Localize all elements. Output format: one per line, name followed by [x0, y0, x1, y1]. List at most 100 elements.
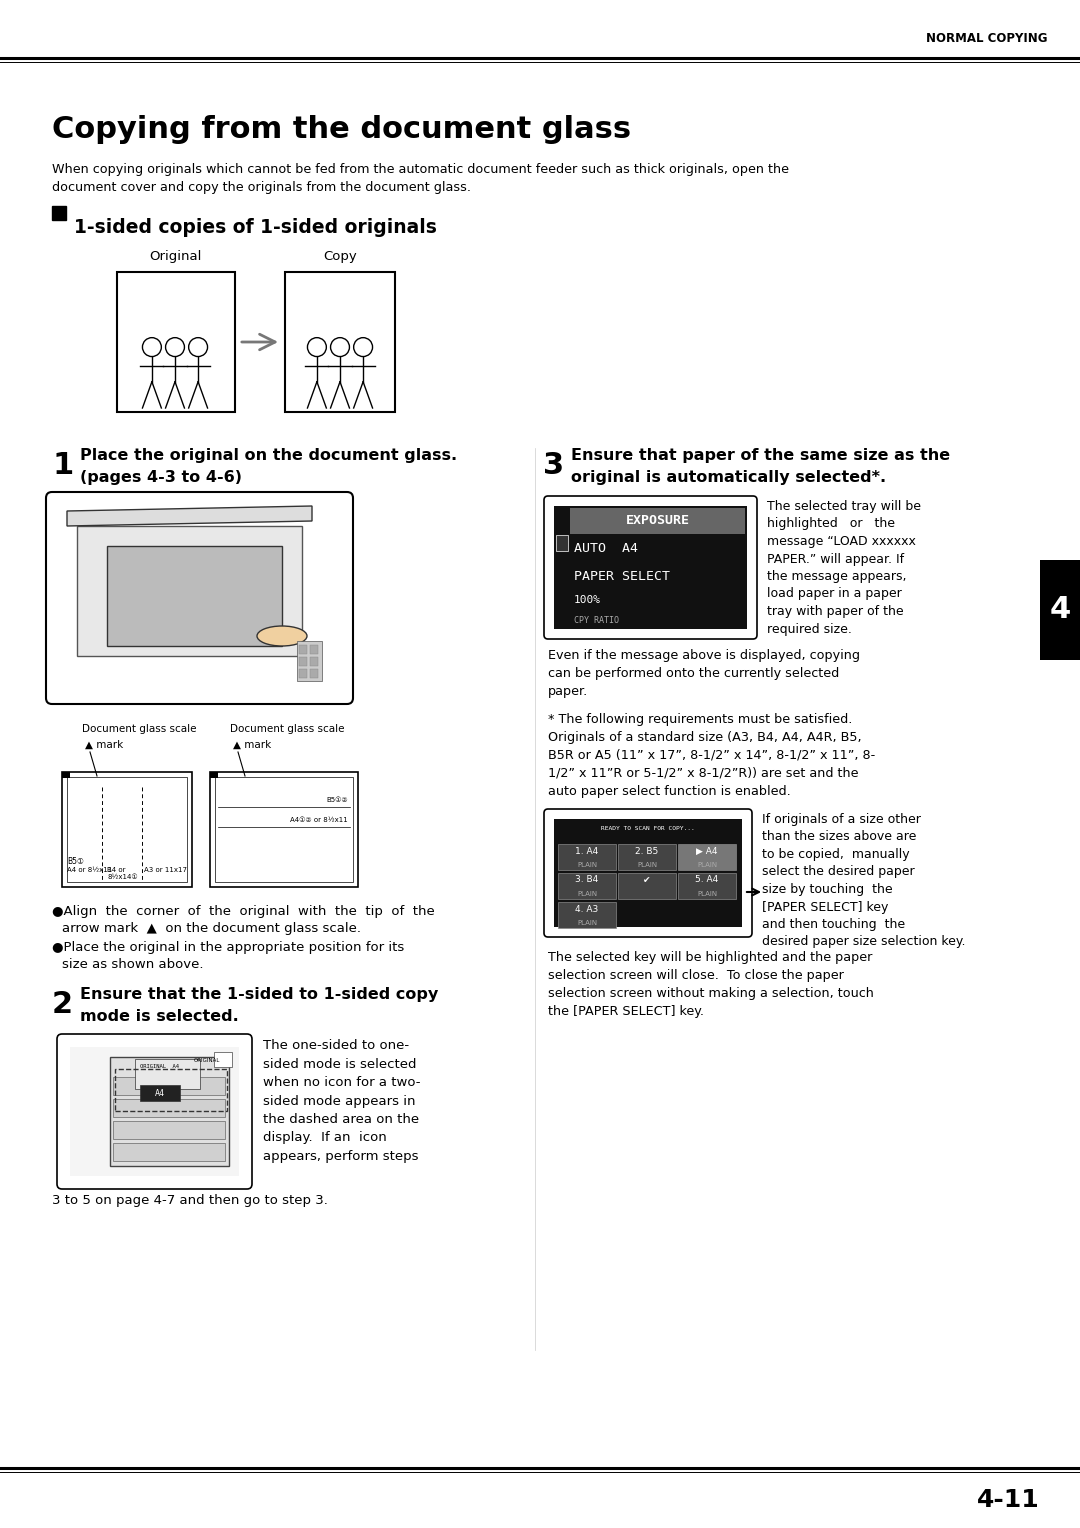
Text: the message appears,: the message appears, — [767, 570, 906, 584]
Text: ▶ A4: ▶ A4 — [697, 847, 718, 856]
Text: to be copied,  manually: to be copied, manually — [762, 848, 909, 860]
Bar — [62, 772, 70, 778]
Text: ORIGINAL  A4: ORIGINAL A4 — [140, 1063, 179, 1070]
Bar — [310, 657, 318, 666]
Text: ▲ mark: ▲ mark — [233, 740, 271, 750]
Text: size as shown above.: size as shown above. — [62, 958, 203, 970]
Text: A4: A4 — [156, 1088, 165, 1097]
FancyBboxPatch shape — [46, 492, 353, 704]
Bar — [570, 507, 745, 533]
Text: A4①② or 8½x11: A4①② or 8½x11 — [291, 817, 348, 824]
Text: 3 to 5 on page 4-7 and then go to step 3.: 3 to 5 on page 4-7 and then go to step 3… — [52, 1193, 328, 1207]
Text: The one-sided to one-
sided mode is selected
when no icon for a two-
sided mode : The one-sided to one- sided mode is sele… — [264, 1039, 420, 1163]
Text: highlighted   or   the: highlighted or the — [767, 518, 895, 530]
Text: Ensure that the 1-sided to 1-sided copy: Ensure that the 1-sided to 1-sided copy — [80, 987, 438, 1002]
Text: 2: 2 — [52, 990, 73, 1019]
Text: original is automatically selected*.: original is automatically selected*. — [571, 471, 886, 484]
Bar — [678, 843, 735, 869]
Text: 4. A3: 4. A3 — [576, 905, 598, 914]
Text: 5. A4: 5. A4 — [696, 876, 718, 885]
Text: PLAIN: PLAIN — [637, 862, 657, 868]
Text: PAPER.” will appear. If: PAPER.” will appear. If — [767, 553, 904, 565]
Text: 4-11: 4-11 — [977, 1488, 1040, 1513]
Bar — [556, 535, 568, 552]
Text: AUTO  A4: AUTO A4 — [573, 542, 638, 556]
Text: PLAIN: PLAIN — [577, 920, 597, 926]
Bar — [554, 506, 747, 630]
Bar — [558, 902, 616, 927]
Text: The selected key will be highlighted and the paper
selection screen will close. : The selected key will be highlighted and… — [548, 950, 874, 1018]
Bar — [1040, 559, 1080, 660]
Text: than the sizes above are: than the sizes above are — [762, 831, 916, 843]
Bar — [140, 1085, 180, 1102]
Text: 100%: 100% — [573, 594, 600, 605]
Text: PLAIN: PLAIN — [697, 891, 717, 897]
Text: tray with paper of the: tray with paper of the — [767, 605, 904, 617]
Text: If originals of a size other: If originals of a size other — [762, 813, 921, 827]
Text: Place the original on the document glass.: Place the original on the document glass… — [80, 448, 457, 463]
Bar — [554, 819, 742, 927]
Text: 1-sided copies of 1-sided originals: 1-sided copies of 1-sided originals — [75, 219, 437, 237]
Text: desired paper size selection key.: desired paper size selection key. — [762, 935, 966, 949]
Text: Document glass scale: Document glass scale — [82, 724, 197, 733]
Bar — [570, 591, 745, 610]
Ellipse shape — [257, 626, 307, 646]
Text: arrow mark  ▲  on the document glass scale.: arrow mark ▲ on the document glass scale… — [62, 921, 361, 935]
Bar — [77, 526, 302, 656]
Text: READY TO SCAN FOR COPY...: READY TO SCAN FOR COPY... — [602, 827, 694, 831]
Bar — [113, 1122, 225, 1138]
Bar — [135, 1059, 200, 1089]
Text: ▲ mark: ▲ mark — [85, 740, 123, 750]
Bar — [299, 645, 307, 654]
Bar — [215, 778, 353, 882]
Text: message “LOAD xxxxxx: message “LOAD xxxxxx — [767, 535, 916, 549]
Text: B4 or
8½x14①: B4 or 8½x14① — [107, 866, 137, 880]
Text: 3. B4: 3. B4 — [576, 876, 598, 885]
FancyBboxPatch shape — [544, 497, 757, 639]
Text: 4: 4 — [1050, 596, 1070, 625]
Text: Original: Original — [149, 251, 201, 263]
Text: Even if the message above is displayed, copying
can be performed onto the curren: Even if the message above is displayed, … — [548, 649, 860, 698]
Bar — [52, 206, 66, 220]
Bar — [70, 1047, 239, 1177]
Bar — [285, 272, 395, 413]
FancyBboxPatch shape — [544, 808, 752, 937]
Text: 3: 3 — [543, 451, 564, 480]
Text: PAPER SELECT: PAPER SELECT — [573, 570, 670, 584]
Bar — [114, 1070, 227, 1111]
Bar — [113, 1143, 225, 1161]
Bar — [107, 545, 282, 646]
Bar — [618, 843, 676, 869]
Bar — [570, 536, 745, 562]
Bar — [299, 657, 307, 666]
Text: (pages 4-3 to 4-6): (pages 4-3 to 4-6) — [80, 471, 242, 484]
Text: 1: 1 — [52, 451, 73, 480]
Text: The selected tray will be: The selected tray will be — [767, 500, 921, 513]
Bar — [113, 1099, 225, 1117]
Text: * The following requirements must be satisfied.
Originals of a standard size (A3: * The following requirements must be sat… — [548, 714, 875, 798]
Bar — [310, 645, 318, 654]
Text: Ensure that paper of the same size as the: Ensure that paper of the same size as th… — [571, 448, 950, 463]
Bar — [110, 1057, 229, 1166]
Bar — [299, 669, 307, 678]
Bar — [210, 772, 357, 886]
Bar — [310, 669, 318, 678]
Text: Copying from the document glass: Copying from the document glass — [52, 115, 631, 144]
Text: load paper in a paper: load paper in a paper — [767, 587, 902, 601]
Bar — [297, 642, 322, 681]
Bar — [570, 564, 745, 590]
FancyBboxPatch shape — [57, 1034, 252, 1189]
Text: select the desired paper: select the desired paper — [762, 865, 915, 879]
Text: mode is selected.: mode is selected. — [80, 1008, 239, 1024]
Bar — [618, 872, 676, 898]
Bar — [67, 778, 187, 882]
Polygon shape — [67, 506, 312, 526]
Bar — [214, 1051, 232, 1067]
Text: Document glass scale: Document glass scale — [230, 724, 345, 733]
Text: and then touching  the: and then touching the — [762, 918, 905, 931]
Text: A4 or 8½x11: A4 or 8½x11 — [67, 866, 112, 872]
Bar — [62, 772, 192, 886]
Text: PLAIN: PLAIN — [697, 862, 717, 868]
Text: size by touching  the: size by touching the — [762, 883, 893, 895]
Text: PLAIN: PLAIN — [577, 862, 597, 868]
